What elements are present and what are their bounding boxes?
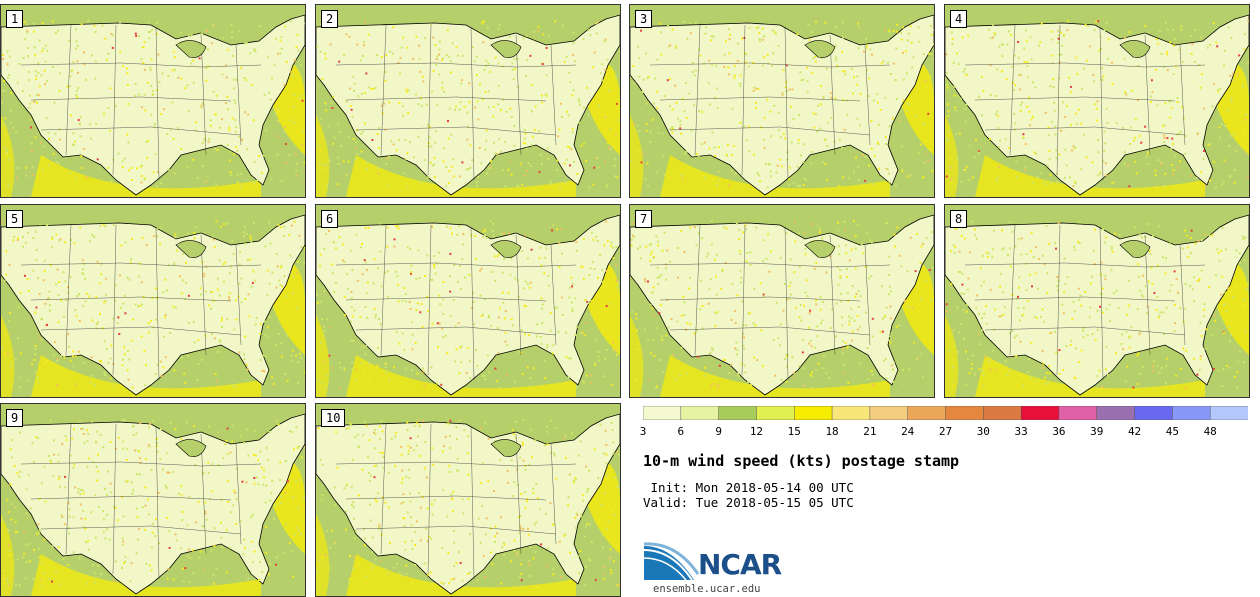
ensemble-panel-5: 5 bbox=[0, 204, 306, 398]
valid-time: Valid: Tue 2018-05-15 05 UTC bbox=[643, 495, 854, 510]
panel-label: 8 bbox=[950, 210, 968, 228]
colorbar bbox=[643, 406, 1248, 420]
ensemble-panel-10: 10 bbox=[315, 403, 621, 597]
colorbar-tick-label: 18 bbox=[825, 425, 839, 438]
ensemble-panel-2: 2 bbox=[315, 4, 621, 198]
ensemble-panel-1: 1 bbox=[0, 4, 306, 198]
colorbar-swatch bbox=[718, 406, 757, 420]
colorbar-swatch bbox=[643, 406, 682, 420]
colorbar-swatch bbox=[680, 406, 720, 420]
colorbar-tick-label: 36 bbox=[1052, 425, 1066, 438]
colorbar-swatch bbox=[756, 406, 795, 420]
ensemble-panel-6: 6 bbox=[315, 204, 621, 398]
colorbar-tick-label: 24 bbox=[901, 425, 915, 438]
wind-map bbox=[316, 404, 620, 596]
colorbar-swatch bbox=[1209, 406, 1248, 420]
colorbar-swatch bbox=[794, 406, 833, 420]
colorbar-swatch bbox=[1058, 406, 1098, 420]
colorbar-tick-label: 33 bbox=[1014, 425, 1028, 438]
panel-label: 10 bbox=[321, 409, 346, 427]
wind-map bbox=[945, 5, 1249, 197]
colorbar-swatch bbox=[945, 406, 984, 420]
wind-map bbox=[945, 205, 1249, 397]
colorbar-tick-label: 3 bbox=[639, 425, 647, 438]
colorbar-tick-label: 15 bbox=[787, 425, 801, 438]
panel-label: 9 bbox=[6, 409, 24, 427]
ensemble-panel-4: 4 bbox=[944, 4, 1250, 198]
colorbar-swatches bbox=[643, 406, 1248, 420]
colorbar-tick-label: 30 bbox=[976, 425, 990, 438]
colorbar-swatch bbox=[1172, 406, 1211, 420]
colorbar-tick-label: 48 bbox=[1203, 425, 1217, 438]
colorbar-tick-label: 9 bbox=[715, 425, 722, 438]
wind-map bbox=[630, 205, 934, 397]
colorbar-swatch bbox=[983, 406, 1022, 420]
wind-map bbox=[1, 205, 305, 397]
wind-map bbox=[316, 205, 620, 397]
colorbar-swatch bbox=[831, 406, 871, 420]
wind-map bbox=[1, 404, 305, 596]
colorbar-swatch bbox=[1020, 406, 1060, 420]
panel-label: 6 bbox=[321, 210, 339, 228]
ensemble-panel-7: 7 bbox=[629, 204, 935, 398]
colorbar-swatch bbox=[907, 406, 947, 420]
colorbar-tick-label: 42 bbox=[1127, 425, 1142, 438]
panel-label: 5 bbox=[6, 210, 24, 228]
ensemble-panel-9: 9 bbox=[0, 403, 306, 597]
panel-label: 2 bbox=[321, 10, 339, 28]
colorbar-tick-label: 45 bbox=[1165, 425, 1179, 438]
init-time: Init: Mon 2018-05-14 00 UTC bbox=[643, 480, 854, 495]
colorbar-swatch bbox=[869, 406, 909, 420]
source-url: ensemble.ucar.edu bbox=[653, 583, 761, 595]
plot-title: 10-m wind speed (kts) postage stamp bbox=[643, 452, 960, 470]
colorbar-tick-label: 12 bbox=[749, 425, 764, 438]
ncar-logo-icon bbox=[643, 542, 700, 581]
panel-label: 4 bbox=[950, 10, 968, 28]
colorbar-tick-label: 27 bbox=[938, 425, 953, 438]
wind-map bbox=[1, 5, 305, 197]
colorbar-swatch bbox=[1134, 406, 1173, 420]
panel-label: 1 bbox=[6, 10, 24, 28]
panel-label: 3 bbox=[635, 10, 653, 28]
wind-map bbox=[316, 5, 620, 197]
ensemble-panel-3: 3 bbox=[629, 4, 935, 198]
wind-map bbox=[630, 5, 934, 197]
ensemble-panel-8: 8 bbox=[944, 204, 1250, 398]
colorbar-tick-label: 21 bbox=[863, 425, 877, 438]
logo-name: NCAR bbox=[698, 548, 782, 581]
panel-label: 7 bbox=[635, 210, 653, 228]
colorbar-tick-label: 6 bbox=[677, 425, 685, 438]
colorbar-swatch bbox=[1096, 406, 1136, 420]
colorbar-tick-label: 39 bbox=[1090, 425, 1104, 438]
